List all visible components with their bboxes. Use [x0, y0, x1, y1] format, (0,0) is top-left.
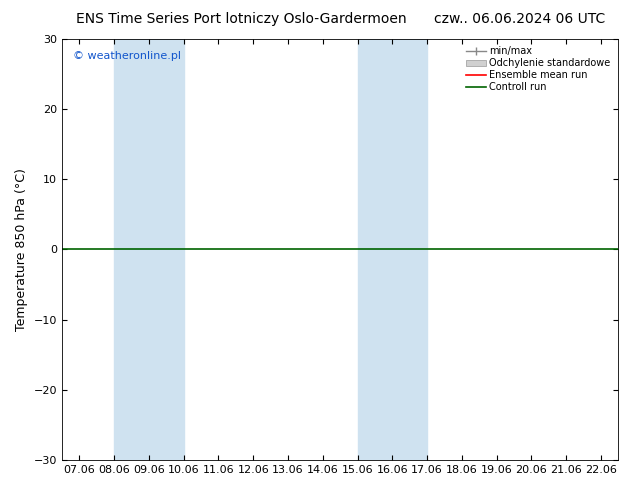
- Bar: [114, 39, 184, 460]
- Y-axis label: Temperature 850 hPa (°C): Temperature 850 hPa (°C): [15, 168, 28, 331]
- Text: ENS Time Series Port lotniczy Oslo-Gardermoen: ENS Time Series Port lotniczy Oslo-Garde…: [75, 12, 406, 26]
- Text: czw.. 06.06.2024 06 UTC: czw.. 06.06.2024 06 UTC: [434, 12, 605, 26]
- Text: © weatheronline.pl: © weatheronline.pl: [73, 51, 181, 61]
- Bar: [358, 39, 427, 460]
- Legend: min/max, Odchylenie standardowe, Ensemble mean run, Controll run: min/max, Odchylenie standardowe, Ensembl…: [463, 44, 614, 95]
